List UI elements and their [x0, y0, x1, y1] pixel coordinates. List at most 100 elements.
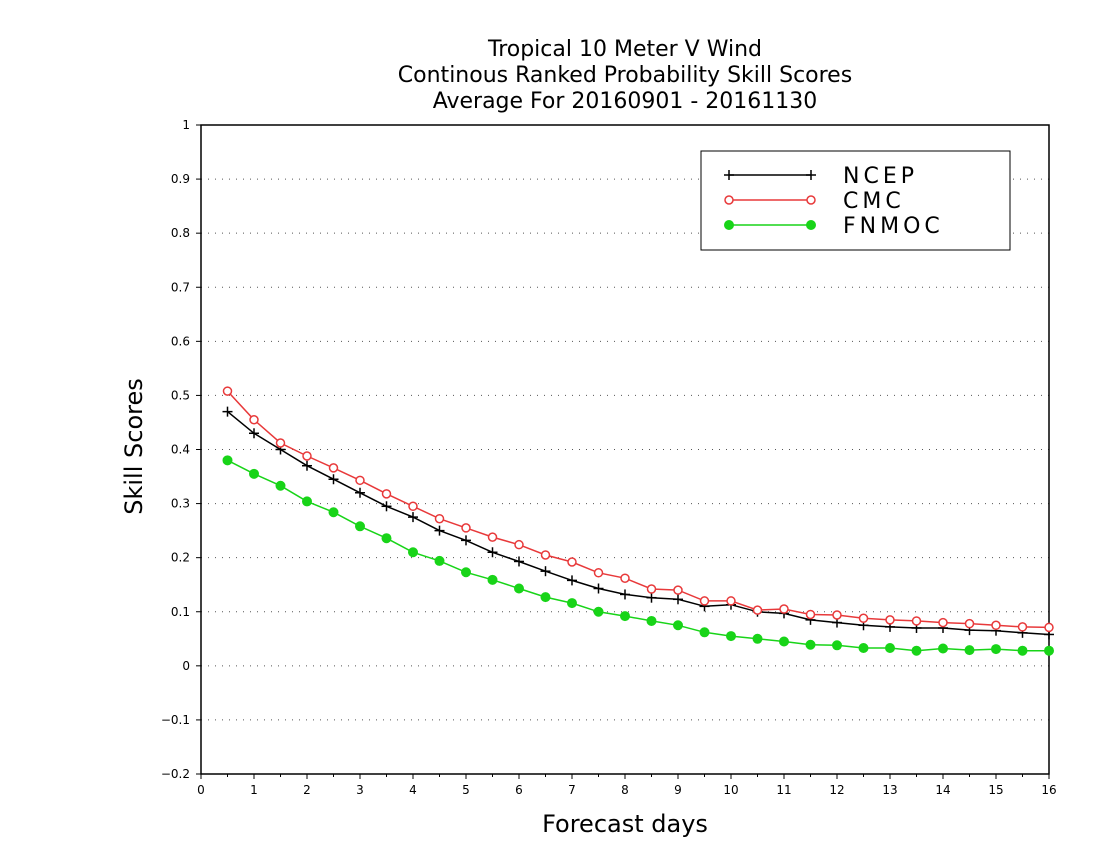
data-point-cmc [381, 489, 392, 499]
data-point-cmc [408, 501, 418, 512]
data-point-ncep [487, 547, 498, 558]
data-point-fnmoc [275, 480, 286, 491]
data-point-ncep [328, 474, 339, 485]
chart-title-line-2: Continous Ranked Probability Skill Score… [397, 63, 853, 88]
data-point-fnmoc [699, 627, 710, 638]
x-tick-label: 4 [409, 783, 417, 797]
data-point-fnmoc [593, 606, 604, 617]
legend-marker [724, 195, 734, 205]
y-tick-label: 0.2 [171, 551, 190, 565]
y-tick-label: 0.6 [171, 334, 190, 348]
series-line-ncep [227, 411, 1050, 636]
x-tick-label: 10 [723, 783, 738, 797]
data-point-cmc [938, 617, 948, 628]
y-tick-label: 1 [182, 118, 190, 132]
data-point-ncep [514, 556, 524, 567]
data-point-cmc [249, 415, 259, 425]
data-point-fnmoc [752, 633, 763, 644]
data-point-cmc [911, 616, 922, 626]
data-point-cmc [699, 596, 710, 606]
data-point-cmc [222, 386, 233, 396]
data-point-fnmoc [1017, 645, 1028, 656]
data-point-fnmoc [434, 555, 445, 566]
data-point-fnmoc [514, 583, 524, 594]
x-tick-label: 12 [829, 783, 844, 797]
data-point-cmc [302, 451, 312, 461]
plot-frame [200, 124, 1050, 775]
x-tick-label: 7 [568, 783, 576, 797]
data-point-cmc [540, 550, 551, 560]
data-point-fnmoc [567, 598, 577, 609]
data-point-fnmoc [646, 615, 657, 626]
x-tick-label: 5 [462, 783, 470, 797]
data-point-fnmoc [355, 521, 365, 532]
x-tick-label: 6 [515, 783, 523, 797]
data-point-cmc [593, 568, 604, 578]
legend-marker [724, 220, 734, 230]
data-point-fnmoc [1044, 645, 1054, 656]
y-tick-label: −0.2 [161, 767, 190, 781]
data-point-cmc [991, 620, 1001, 631]
data-point-ncep [646, 592, 657, 603]
data-point-fnmoc [328, 507, 339, 518]
y-tick-label: −0.1 [161, 713, 190, 727]
x-tick-label: 3 [356, 783, 364, 797]
data-point-cmc [673, 585, 683, 595]
y-tick-label: 0.8 [171, 226, 190, 240]
data-point-ncep [222, 406, 233, 417]
chart-title-line-1: Tropical 10 Meter V Wind [487, 37, 763, 62]
data-point-fnmoc [461, 567, 471, 578]
data-point-cmc [646, 584, 657, 594]
data-point-cmc [461, 523, 471, 533]
data-point-cmc [885, 615, 895, 625]
data-point-cmc [1044, 622, 1054, 633]
data-point-cmc [1017, 622, 1028, 632]
x-tick-label: 8 [621, 783, 629, 797]
legend-marker [806, 195, 816, 205]
data-point-fnmoc [222, 455, 233, 466]
data-point-cmc [328, 463, 339, 473]
legend-label: CMC [843, 189, 905, 214]
series-fnmoc [222, 455, 1054, 656]
data-point-cmc [434, 513, 445, 524]
data-point-cmc [726, 596, 736, 606]
data-point-fnmoc [381, 533, 392, 544]
data-point-fnmoc [885, 642, 895, 653]
data-point-cmc [832, 610, 842, 620]
data-point-fnmoc [832, 640, 842, 651]
data-point-cmc [275, 438, 286, 448]
legend-entry-ncep: NCEP [724, 164, 918, 189]
legend-label: NCEP [843, 164, 918, 189]
x-tick-label: 14 [935, 783, 950, 797]
y-tick-label: 0.1 [171, 605, 190, 619]
data-point-fnmoc [620, 611, 630, 622]
legend-marker [724, 170, 734, 180]
legend-label: FNMOC [843, 214, 944, 239]
data-point-ncep [381, 501, 392, 512]
data-point-ncep [302, 460, 312, 471]
data-point-ncep [673, 594, 683, 605]
y-tick-label: 0 [182, 659, 190, 673]
data-point-fnmoc [302, 496, 312, 507]
legend-entry-fnmoc: FNMOC [724, 214, 944, 239]
x-tick-label: 2 [303, 783, 311, 797]
x-axis-label: Forecast days [542, 810, 708, 838]
data-point-cmc [487, 532, 498, 542]
data-point-fnmoc [540, 592, 551, 603]
data-point-cmc [964, 618, 975, 629]
data-point-cmc [752, 605, 763, 615]
y-tick-label: 0.5 [171, 388, 190, 402]
data-point-fnmoc [805, 639, 816, 650]
series-cmc [222, 386, 1054, 633]
data-point-fnmoc [779, 636, 789, 647]
data-point-ncep [567, 575, 577, 586]
x-tick-label: 0 [197, 783, 205, 797]
grid-lines [201, 178, 1049, 721]
data-point-cmc [805, 609, 816, 620]
data-point-fnmoc [249, 468, 259, 479]
legend-marker [806, 220, 816, 230]
y-tick-label: 0.7 [171, 280, 190, 294]
x-tick-label: 15 [988, 783, 1003, 797]
